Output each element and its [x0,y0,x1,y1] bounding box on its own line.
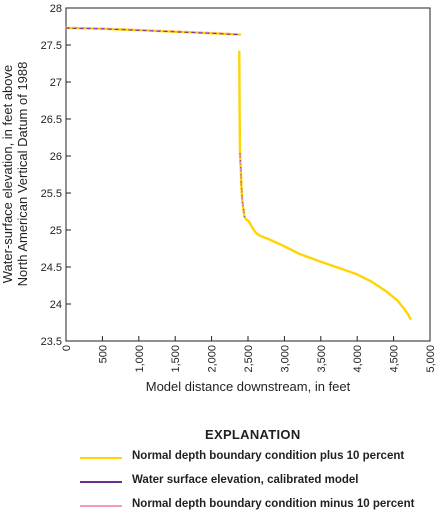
series-layer [64,26,412,320]
legend-title: EXPLANATION [205,427,301,442]
legend-label-plus-10: Normal depth boundary condition plus 10 … [132,450,405,462]
x-tick-label: 3,500 [316,345,328,373]
y-tick-label: 25 [50,225,62,237]
y-tick-label: 28 [50,3,62,15]
legend-swatch-calibrated [80,481,122,483]
y-tick-label: 24 [50,299,62,311]
series-line [238,50,412,320]
legend-swatch-minus-10 [80,505,122,507]
y-axis: 23.5 24 24.5 25 25.5 26 26.5 27 27.5 28 [41,3,71,348]
x-axis: 0 500 1,000 1,500 2,000 2,500 3,000 3,500 4,000 4… [61,336,437,373]
y-tick-label: 26.5 [41,114,62,126]
y-tick-label: 24.5 [41,262,62,274]
x-tick-label: 4,000 [352,345,364,373]
series-line [239,153,245,218]
series-line [65,27,241,36]
series-line [65,26,241,35]
x-tick-label: 4,500 [389,345,401,373]
x-tick-label: 2,000 [207,345,219,373]
x-tick-label: 1,000 [134,345,146,373]
y-axis-title-line-1: Water-surface elevation, in feet above [0,65,15,283]
x-tick-label: 5,000 [425,345,437,373]
x-tick-label: 2,500 [243,345,255,373]
x-tick-label: 500 [97,345,109,363]
x-tick-label: 0 [61,345,73,351]
legend-label-calibrated: Water surface elevation, calibrated mode… [132,474,359,486]
y-tick-label: 27.5 [41,40,62,52]
y-tick-label: 25.5 [41,188,62,200]
x-axis-title: Model distance downstream, in feet [146,379,351,394]
x-tick-label: 1,500 [170,345,182,373]
legend-swatch-plus-10 [80,457,122,459]
legend-label-minus-10: Normal depth boundary condition minus 10… [132,498,415,510]
y-tick-label: 26 [50,151,62,163]
y-tick-label: 27 [50,77,62,89]
y-axis-title-line-2: North American Vertical Datum of 1988 [15,62,30,287]
y-tick-label: 23.5 [41,336,62,348]
plot-frame [65,7,431,342]
x-tick-label: 3,000 [279,345,291,373]
